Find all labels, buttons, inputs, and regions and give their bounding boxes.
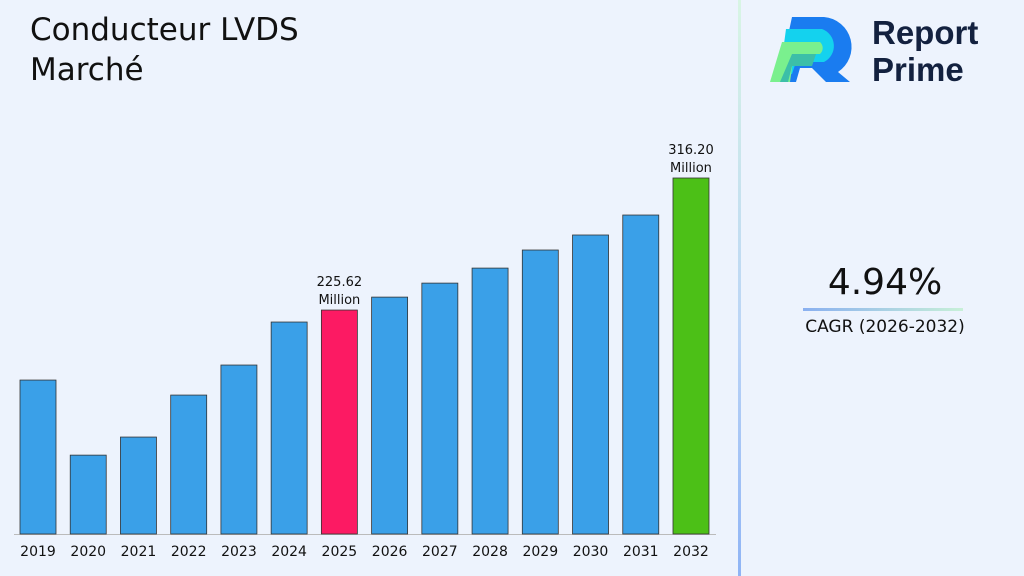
data-label-unit: Million — [318, 293, 360, 308]
cagr-value: 4.94% — [827, 262, 943, 303]
x-tick-label: 2027 — [422, 544, 458, 560]
data-label-unit: Million — [670, 161, 712, 176]
x-tick-label: 2032 — [673, 544, 709, 560]
bar-2027 — [421, 282, 459, 535]
brand-line-2: Prime — [872, 51, 964, 88]
title-line-2: Marché — [30, 52, 144, 88]
x-tick-label: 2025 — [322, 544, 358, 560]
bar-2032 — [672, 177, 710, 535]
cagr-underline — [803, 308, 963, 311]
brand-line-1: Report — [872, 14, 979, 51]
bar-2031 — [622, 214, 660, 535]
data-label-value: 225.62 — [317, 275, 363, 290]
cagr-label: CAGR (2026-2032) — [805, 317, 965, 337]
x-tick-label: 2030 — [573, 544, 609, 560]
bar-2020 — [69, 454, 107, 535]
x-tick-label: 2026 — [372, 544, 408, 560]
x-tick-label: 2024 — [271, 544, 307, 560]
bar-2026 — [371, 296, 409, 535]
x-tick-label: 2022 — [171, 544, 207, 560]
bar-2024 — [270, 321, 308, 535]
bar-2021 — [120, 436, 157, 535]
x-tick-label: 2031 — [623, 544, 659, 560]
bar-2028 — [471, 267, 509, 535]
chart-title: Conducteur LVDS Marché — [30, 10, 299, 90]
x-tick-label: 2023 — [221, 544, 257, 560]
x-tick-label: 2029 — [522, 544, 558, 560]
x-tick-label: 2021 — [121, 544, 157, 560]
bar-2025 — [320, 309, 358, 535]
bar-2029 — [521, 249, 559, 535]
bar-chart: 2019 2020 2021 2022 2023 2024 2025 225.62 Millio… — [14, 143, 716, 560]
x-tick-label: 2019 — [20, 544, 56, 560]
brand-name: Report Prime — [872, 14, 978, 88]
bar-2023 — [220, 364, 258, 535]
bar-2022 — [170, 394, 208, 535]
data-label-value: 316.20 — [668, 143, 714, 158]
title-line-1: Conducteur LVDS — [30, 12, 299, 48]
report-prime-logo-icon — [770, 17, 852, 82]
x-tick-label: 2020 — [70, 544, 106, 560]
bar-2019 — [19, 379, 57, 535]
bar-2030 — [572, 234, 609, 535]
divider — [738, 0, 741, 576]
x-tick-label: 2028 — [472, 544, 508, 560]
